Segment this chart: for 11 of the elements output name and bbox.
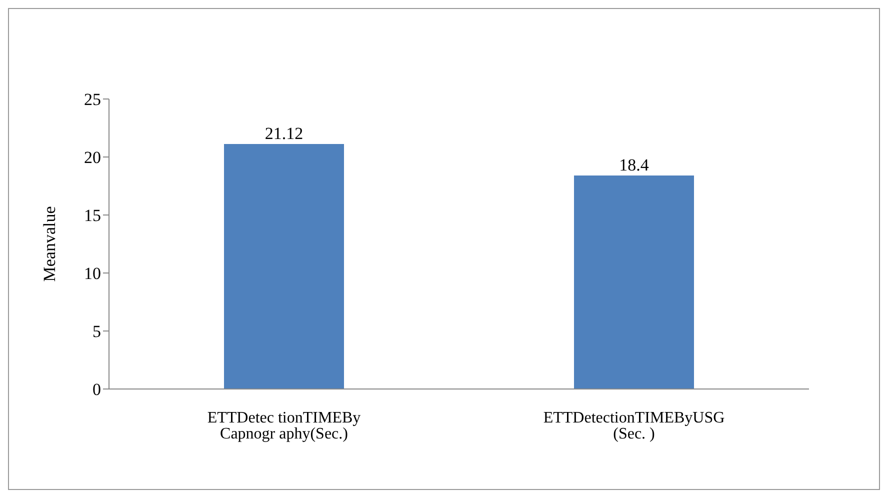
y-axis-title: Meanvalue <box>40 206 60 282</box>
y-tick-label: 25 <box>84 90 101 110</box>
data-label: 21.12 <box>264 124 304 144</box>
y-tick-label: 20 <box>84 148 101 168</box>
data-label: 18.4 <box>619 156 650 175</box>
y-tick-label: 0 <box>92 380 101 400</box>
x-tick-label: ETTDetec tionTIMEBy Capnogr aphy(Sec.) <box>207 409 361 442</box>
x-tick-label: ETTDetectionTIMEByUSG (Sec. ) <box>543 409 726 442</box>
y-tick-label: 15 <box>84 206 101 226</box>
y-tick-label: 10 <box>84 264 101 284</box>
y-tick-label: 5 <box>92 322 101 342</box>
